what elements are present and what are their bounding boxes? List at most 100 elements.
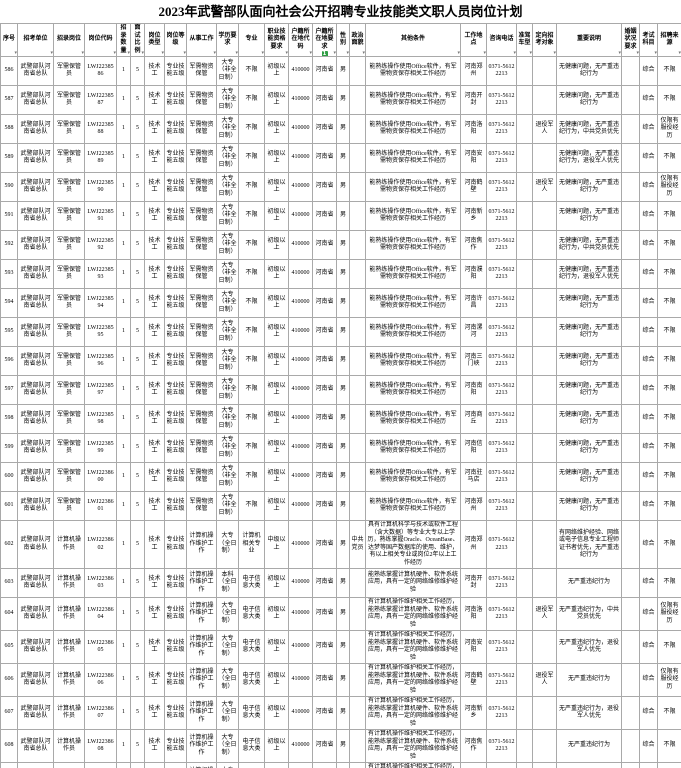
cell-pol <box>349 696 366 730</box>
cell-unit: 武警部队河南省总队 <box>17 433 54 463</box>
cell-sex: 男 <box>336 85 350 115</box>
filter-arrow-icon[interactable]: ▾ <box>14 50 17 56</box>
cell-major: 不限 <box>238 56 265 86</box>
cell-major: 电子信息大类 <box>238 630 265 664</box>
filter-arrow-icon[interactable]: ▾ <box>127 50 130 56</box>
cell-phone: 0371-56122213 <box>486 404 517 434</box>
cell-hkreq: 河南省 <box>312 462 337 492</box>
cell-skill: 初级以上 <box>264 172 289 202</box>
cell-code: LWJ2238591 <box>84 201 117 231</box>
filter-arrow-icon[interactable]: ▾ <box>309 50 312 56</box>
cell-hk: 410000 <box>288 433 313 463</box>
cell-note: 无健康问题，无严重违纪行为 <box>556 85 622 115</box>
cell-place: 河南安阳 <box>460 143 487 173</box>
cell-ratio: 5 <box>130 375 145 405</box>
cell-xh: 594 <box>0 288 18 318</box>
cell-edu: 大专（全日制） <box>216 762 239 768</box>
cell-tgt: 退役军人 <box>532 114 557 144</box>
cell-type: 技术工 <box>144 143 165 173</box>
filter-arrow-icon[interactable]: ▾ <box>483 50 486 56</box>
cell-mar <box>621 696 640 730</box>
cell-edu: 本科（全日制） <box>216 568 239 598</box>
positions-table: 序号 ▾ 招考单位 ▾ 招录岗位 ▾ 岗位代码 ▾ 招录数量 ▾ 面试比例 ▾ 岗位类型 ▾ 岗位等级 ▾ 从事… <box>0 23 681 768</box>
cell-pol: 中共党员 <box>349 520 366 569</box>
cell-exam: 综合 <box>639 568 658 598</box>
cell-tgt: 退役军人 <box>532 597 557 631</box>
cell-exam: 综合 <box>639 491 658 521</box>
column-header-label: 婚姻状况要求 <box>624 28 637 50</box>
cell-phone: 0371-56122213 <box>486 597 517 631</box>
cell-post: 计算机操作员 <box>53 696 85 730</box>
filter-arrow-icon[interactable]: ▾ <box>261 50 264 56</box>
cell-ratio: 5 <box>130 230 145 260</box>
cell-pol <box>349 375 366 405</box>
cell-unit: 武警部队河南省总队 <box>17 114 54 144</box>
cell-sex: 男 <box>336 375 350 405</box>
filter-arrow-icon[interactable]: ▾ <box>636 50 639 56</box>
cell-phone: 0371-56122213 <box>486 114 517 144</box>
column-header-label: 学历要求 <box>218 32 237 47</box>
cell-unit: 武警部队河南省总队 <box>17 491 54 521</box>
table-row: 592 武警部队河南省总队 军需保管员 LWJ2238592 1 5 技术工 专业技能五级 军需… <box>0 230 681 260</box>
filter-arrow-icon[interactable]: ▾ <box>161 50 164 56</box>
cell-lic <box>516 630 533 664</box>
cell-ratio: 5 <box>130 491 145 521</box>
cell-work: 军需物资保管 <box>186 56 217 86</box>
cell-phone: 0371-56122213 <box>486 346 517 376</box>
cell-level: 专业技能五级 <box>164 56 187 86</box>
filter-arrow-icon[interactable]: ▾ <box>50 50 53 56</box>
column-header-label: 招聘来源 <box>660 32 679 47</box>
cell-post: 军需保管员 <box>53 462 85 492</box>
cell-lic <box>516 143 533 173</box>
filter-arrow-icon[interactable]: ▾ <box>553 50 556 56</box>
filter-arrow-icon[interactable]: ▾ <box>333 50 336 56</box>
cell-skill: 初级以上 <box>264 696 289 730</box>
filter-arrow-icon[interactable]: ▾ <box>183 50 186 56</box>
cell-phone: 0371-56122213 <box>486 172 517 202</box>
cell-tgt <box>532 762 557 768</box>
filter-arrow-icon[interactable]: ▾ <box>213 50 216 56</box>
filter-arrow-icon[interactable]: ▾ <box>285 50 288 56</box>
cell-lic <box>516 491 533 521</box>
column-header-ratio: 面试比例 ▾ <box>130 23 145 57</box>
cell-hk: 410000 <box>288 346 313 376</box>
cell-level: 专业技能五级 <box>164 520 187 569</box>
column-header-label: 招考单位 <box>23 36 48 43</box>
cell-exam: 综合 <box>639 346 658 376</box>
cell-code: LWJ2238598 <box>84 404 117 434</box>
filter-arrow-icon[interactable]: ▾ <box>81 50 84 56</box>
cell-phone: 0371-56122213 <box>486 288 517 318</box>
cell-post: 军需保管员 <box>53 433 85 463</box>
column-header-src: 招聘来源 ▾ <box>657 23 681 57</box>
cell-qty: 1 <box>116 288 131 318</box>
cell-level: 专业技能五级 <box>164 462 187 492</box>
cell-skill: 初级以上 <box>264 346 289 376</box>
cell-ratio: 5 <box>130 568 145 598</box>
cell-note: 无健康问题，无严重违纪行为 <box>556 56 622 86</box>
cell-pol <box>349 114 366 144</box>
cell-mar <box>621 491 640 521</box>
filter-arrow-icon[interactable]: ▾ <box>235 50 238 56</box>
filter-arrow-icon[interactable]: ▾ <box>654 50 657 56</box>
filter-arrow-icon[interactable]: ▾ <box>457 50 460 56</box>
column-header-label: 工作地点 <box>464 32 483 47</box>
filter-arrow-icon[interactable]: ▾ <box>513 50 516 56</box>
filter-arrow-icon[interactable]: ▾ <box>529 50 532 56</box>
filter-arrow-icon[interactable]: ▾ <box>678 50 681 56</box>
filter-arrow-icon[interactable]: ▾ <box>618 50 621 56</box>
cell-xh: 600 <box>0 462 18 492</box>
cell-hk: 410000 <box>288 114 313 144</box>
cell-work: 军需物资保管 <box>186 462 217 492</box>
cell-post: 军需保管员 <box>53 85 85 115</box>
filter-arrow-icon[interactable]: ▾ <box>141 50 144 56</box>
cell-major: 不限 <box>238 346 265 376</box>
cell-mar <box>621 259 640 289</box>
filter-arrow-icon[interactable]: ▾ <box>362 50 365 56</box>
cell-ratio: 5 <box>130 114 145 144</box>
cell-unit: 武警部队河南省总队 <box>17 762 54 768</box>
table-row: 605 武警部队河南省总队 计算机操作员 LWJ2238605 1 5 技术工 专业技能五级计… <box>0 630 681 664</box>
filter-arrow-icon[interactable]: ▾ <box>346 50 349 56</box>
filter-arrow-icon[interactable]: ▾ <box>113 50 116 56</box>
cell-hkreq: 河南省 <box>312 114 337 144</box>
cell-skill: 初级以上 <box>264 404 289 434</box>
